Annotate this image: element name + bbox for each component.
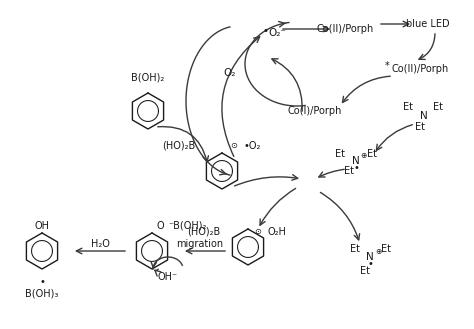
Text: ⊕: ⊕ xyxy=(375,246,381,256)
Text: •O₂: •O₂ xyxy=(244,141,261,151)
Text: migration: migration xyxy=(176,239,224,249)
Text: N: N xyxy=(420,111,428,121)
Text: Et: Et xyxy=(350,244,360,254)
Text: (HO)₂B: (HO)₂B xyxy=(162,141,195,151)
Text: N: N xyxy=(352,156,360,166)
Text: O₂H: O₂H xyxy=(268,227,287,237)
Text: ⁻B(OH)₂: ⁻B(OH)₂ xyxy=(168,221,206,231)
Text: Co(II)/Porph: Co(II)/Porph xyxy=(392,64,449,74)
Text: N: N xyxy=(366,252,374,262)
Text: Et: Et xyxy=(415,122,425,132)
Text: Co(I)/Porph: Co(I)/Porph xyxy=(288,106,342,116)
Text: •: • xyxy=(367,259,373,269)
Text: B(OH)₂: B(OH)₂ xyxy=(131,72,164,82)
Text: Et: Et xyxy=(381,244,391,254)
Text: ⊙: ⊙ xyxy=(255,227,262,237)
Text: O₂⁻: O₂⁻ xyxy=(268,28,286,38)
Text: ⊕: ⊕ xyxy=(360,150,366,160)
Text: Et: Et xyxy=(433,102,443,112)
Text: •: • xyxy=(353,163,359,173)
Text: Co(II)/Porph: Co(II)/Porph xyxy=(316,24,374,34)
Text: •: • xyxy=(263,26,269,36)
Text: Et: Et xyxy=(367,149,377,159)
Text: O₂: O₂ xyxy=(224,68,236,78)
Text: OH: OH xyxy=(35,221,49,231)
Text: Et: Et xyxy=(360,266,370,276)
Text: (HO)₂B: (HO)₂B xyxy=(187,227,220,237)
Text: H₂O: H₂O xyxy=(91,239,109,249)
Text: O: O xyxy=(157,221,164,231)
Text: Et: Et xyxy=(335,149,345,159)
Text: OH⁻: OH⁻ xyxy=(158,272,178,282)
Text: blue LED: blue LED xyxy=(406,19,450,29)
Text: ⊙: ⊙ xyxy=(230,141,237,150)
Text: Et: Et xyxy=(344,166,354,176)
Text: B(OH)₃: B(OH)₃ xyxy=(25,288,59,298)
Text: *: * xyxy=(385,61,390,71)
Text: •: • xyxy=(39,277,45,287)
Text: Et: Et xyxy=(403,102,413,112)
